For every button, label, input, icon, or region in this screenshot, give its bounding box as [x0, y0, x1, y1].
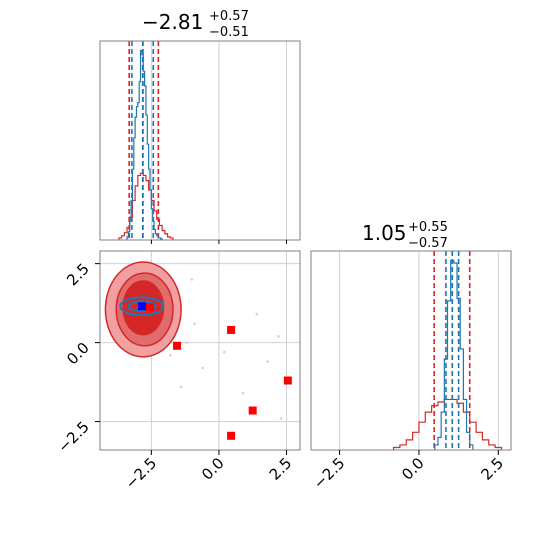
y-tick-label: −2.5: [54, 418, 92, 456]
title-param2-plus: +0.55: [408, 220, 448, 235]
hist-series-red: [118, 172, 174, 240]
x-tick-label: 2.5: [478, 454, 508, 484]
x-tick-label: −2.5: [310, 454, 348, 492]
marginal-hist-param1: [99, 40, 301, 244]
y-tick-label: 0.0: [63, 339, 93, 369]
panel-frame: [99, 250, 301, 451]
red-square-marker: [227, 431, 236, 440]
x-tick-label: 0.0: [198, 454, 228, 484]
hist-series-red: [392, 398, 503, 450]
panel-frame: [99, 40, 301, 241]
sample-point: [185, 341, 188, 344]
title-param1-plus: +0.57: [209, 9, 249, 24]
marginal-hist-param2: −2.5 0.0 2.5: [310, 250, 512, 493]
title-param1-minus: −0.51: [209, 25, 249, 40]
sample-point: [168, 353, 172, 357]
joint-plot-area: [104, 261, 292, 440]
red-square-marker: [173, 341, 182, 350]
sample-point: [241, 391, 245, 395]
title-param1: −2.81 +0.57 −0.51: [142, 9, 249, 40]
y-tick-label: 2.5: [63, 260, 93, 290]
sample-point: [201, 366, 205, 370]
blue-square-marker: [137, 302, 146, 311]
sample-point: [279, 417, 283, 420]
title-param1-median: −2.81: [142, 10, 203, 34]
hist-series-blue: [434, 259, 474, 450]
title-param2-minus: −0.57: [408, 236, 448, 251]
title-param2-median: 1.05: [362, 221, 407, 245]
joint-scatter-panel: −2.5 0.0 2.5 −2.5 0.0 2.5: [54, 250, 301, 493]
sample-point: [190, 278, 194, 281]
sample-point: [223, 350, 226, 354]
title-param2: 1.05 +0.55 −0.57: [362, 220, 448, 251]
red-square-marker: [146, 303, 154, 312]
blue-contour-1: [119, 296, 165, 317]
sample-point: [255, 312, 259, 316]
x-tick-label: 2.5: [266, 454, 296, 484]
red-square-marker: [283, 376, 292, 385]
red-square-marker: [248, 406, 257, 415]
sample-point: [277, 334, 280, 338]
x-tick-label: 0.0: [398, 454, 428, 484]
sample-point: [266, 360, 269, 363]
x-tick-label: −2.5: [122, 454, 160, 492]
panel-frame: [310, 250, 512, 451]
blue-contour-2: [127, 300, 157, 313]
sample-point: [193, 322, 196, 325]
red-square-marker: [227, 325, 236, 334]
sample-point: [179, 385, 183, 389]
